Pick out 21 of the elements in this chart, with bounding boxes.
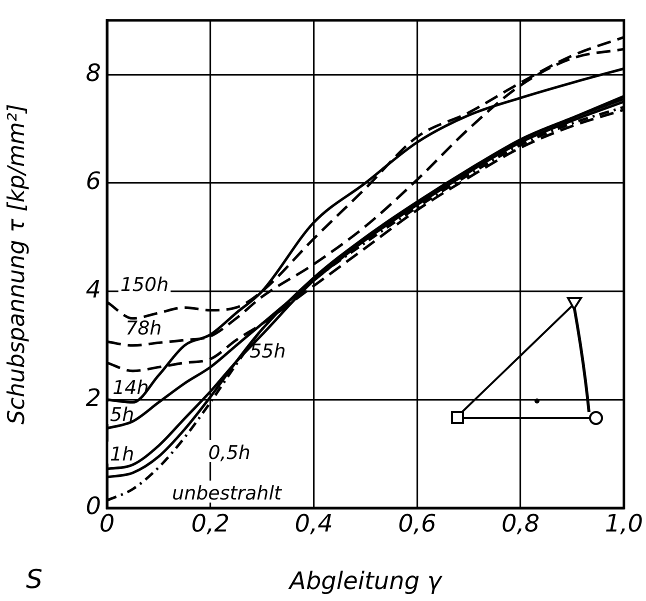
y-tick-label: 2 <box>86 384 101 412</box>
y-tick-label: 4 <box>86 276 101 304</box>
series-label: 1h <box>110 444 134 466</box>
series-label: 55h <box>250 340 286 363</box>
y-axis-title: Schubspannung τ [kp/mm²] <box>4 104 30 425</box>
x-tick-label: 0,6 <box>398 510 436 538</box>
x-tick-label: 0,2 <box>191 510 230 538</box>
series-label: unbestrahlt <box>172 482 283 505</box>
y-tick-label: 0 <box>86 492 101 520</box>
x-tick-label: 0,4 <box>294 510 333 538</box>
x-tick-label: 1,0 <box>604 510 643 538</box>
x-axis-title: Abgleitung γ <box>288 566 444 595</box>
x-tick-label: 0,8 <box>501 510 540 538</box>
series-label: 150h <box>120 274 169 296</box>
series-label: 78h <box>126 317 162 340</box>
series-label: 14h <box>112 376 149 399</box>
series-label: 0,5h <box>208 442 250 464</box>
y-tick-label: 6 <box>86 167 101 196</box>
text: S <box>26 565 43 595</box>
y-tick-label: 8 <box>86 58 101 87</box>
series-label: 5h <box>110 404 134 426</box>
